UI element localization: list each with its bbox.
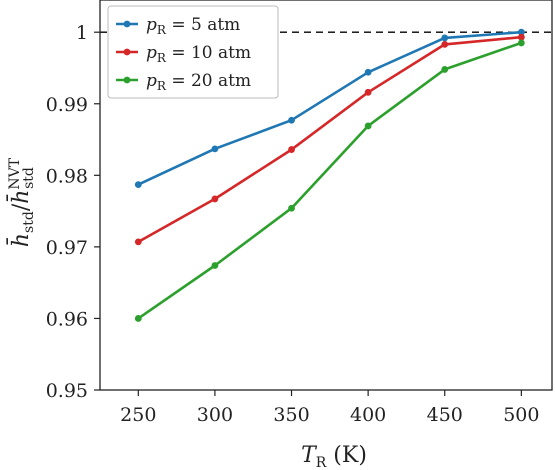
x-tick-label-0: 250: [120, 404, 156, 426]
x-tick-label-1: 300: [197, 404, 233, 426]
data-point-0-4: [441, 34, 449, 42]
y-axis-label: h̄std/h̄NVTstd: [6, 157, 37, 247]
data-point-1-1: [211, 195, 219, 203]
legend-label-1: pR = 10 atm: [146, 43, 251, 65]
data-point-0-2: [288, 116, 295, 124]
data-point-0-1: [211, 145, 219, 153]
y-tick-label-4: 0.99: [46, 94, 88, 116]
y-tick-label-1: 0.96: [46, 308, 88, 330]
legend-marker-1: [123, 48, 131, 56]
y-tick-label-0: 0.95: [46, 380, 88, 402]
series-layer: [134, 28, 525, 322]
y-tick-label-3: 0.98: [46, 165, 88, 187]
data-point-2-0: [134, 315, 142, 322]
y-tick-label-5: 1: [76, 22, 88, 44]
x-tick-label-2: 350: [273, 404, 309, 426]
data-point-0-0: [134, 181, 142, 189]
data-point-0-3: [364, 68, 372, 76]
axes-frame: [99, 0, 553, 391]
x-tick-label-3: 400: [350, 404, 386, 426]
legend-marker-0: [123, 20, 131, 28]
y-tick-label-2: 0.97: [46, 237, 88, 259]
legend: pR = 5 atm pR = 10 atm pR = 20 atm: [107, 5, 279, 99]
legend-label-2: pR = 20 atm: [146, 71, 251, 93]
data-point-2-3: [364, 122, 372, 130]
x-tick-label-5: 500: [503, 404, 539, 426]
x-axis-label: TR (K): [301, 443, 367, 470]
series-line-2: [137, 41, 522, 320]
series-line-1: [137, 35, 522, 244]
legend-label-0: pR = 5 atm: [146, 15, 240, 37]
data-point-1-4: [441, 40, 449, 48]
data-point-2-5: [517, 39, 525, 47]
data-point-0-5: [517, 28, 525, 36]
legend-box: [107, 5, 279, 99]
data-point-1-0: [134, 238, 142, 246]
data-point-1-5: [517, 33, 525, 41]
data-point-1-2: [288, 146, 295, 153]
legend-marker-2: [123, 76, 131, 84]
data-point-2-1: [211, 262, 219, 269]
x-tick-label-4: 450: [427, 404, 463, 426]
data-point-1-3: [364, 88, 372, 96]
data-point-2-2: [288, 204, 295, 212]
series-line-0: [137, 30, 522, 186]
data-point-2-4: [441, 66, 449, 73]
axes: 250 300 350 400 450 500 0.95 0.96 0.97 0.98 0.99 1 T…: [6, 0, 553, 470]
